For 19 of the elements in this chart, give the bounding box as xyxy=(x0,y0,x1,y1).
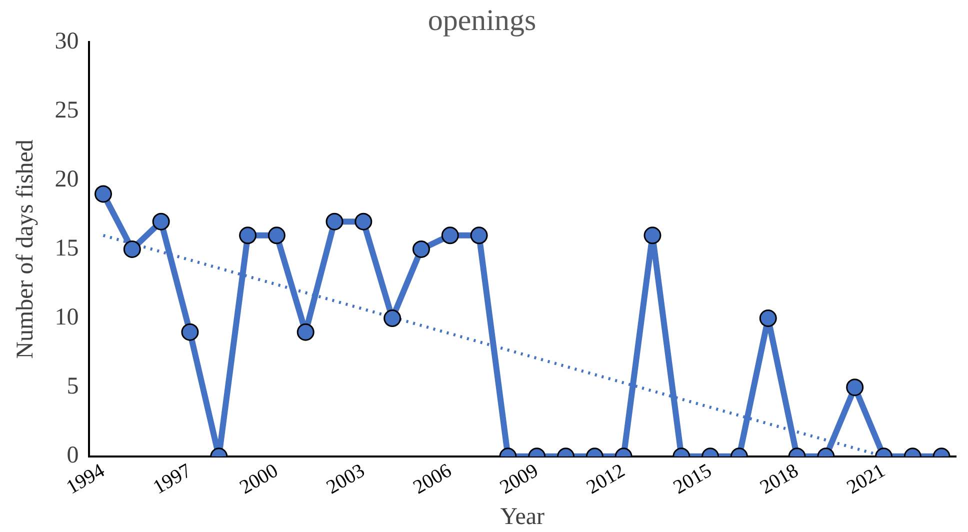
x-tick-label: 2021 xyxy=(843,460,889,499)
y-tick-label: 15 xyxy=(54,236,79,262)
y-tick-label: 10 xyxy=(54,304,79,331)
chart-title: openings xyxy=(428,4,536,37)
x-tick-label: 1997 xyxy=(149,460,196,499)
y-tick-label: 30 xyxy=(54,28,79,54)
y-tick-label: 20 xyxy=(54,166,79,192)
x-tick-label: 2000 xyxy=(236,460,282,499)
y-tick-label: 5 xyxy=(66,374,79,400)
x-tick-label: 2015 xyxy=(670,460,716,499)
x-axis-title: Year xyxy=(500,504,545,530)
x-tick-label: 2018 xyxy=(756,460,802,499)
x-tick-label: 2003 xyxy=(322,460,369,499)
y-tick-label: 0 xyxy=(66,442,79,469)
x-tick-label: 2012 xyxy=(583,460,629,499)
x-tick-label: 2009 xyxy=(496,460,542,499)
x-tick-label: 2006 xyxy=(410,460,456,499)
y-tick-label: 25 xyxy=(54,97,79,124)
y-axis-title: Number of days fished xyxy=(12,140,39,359)
